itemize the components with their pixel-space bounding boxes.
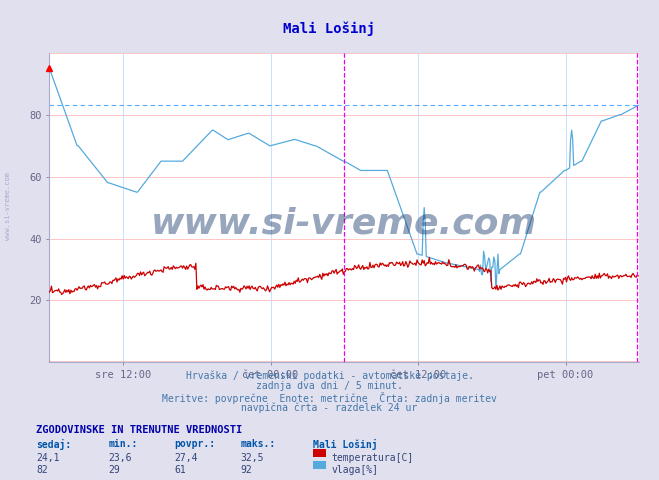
Text: vlaga[%]: vlaga[%] [331,465,378,475]
Text: Mali Lošinj: Mali Lošinj [313,439,378,450]
Text: 61: 61 [175,465,186,475]
Text: sedaj:: sedaj: [36,439,71,450]
Text: 27,4: 27,4 [175,453,198,463]
Text: povpr.:: povpr.: [175,439,215,449]
Text: www.si-vreme.com: www.si-vreme.com [152,206,537,240]
Text: min.:: min.: [109,439,138,449]
Text: 24,1: 24,1 [36,453,60,463]
Text: navpična črta - razdelek 24 ur: navpična črta - razdelek 24 ur [241,402,418,413]
Text: Mali Lošinj: Mali Lošinj [283,22,376,36]
Text: ZGODOVINSKE IN TRENUTNE VREDNOSTI: ZGODOVINSKE IN TRENUTNE VREDNOSTI [36,425,243,435]
Text: zadnja dva dni / 5 minut.: zadnja dva dni / 5 minut. [256,381,403,391]
Text: 23,6: 23,6 [109,453,132,463]
Text: 82: 82 [36,465,48,475]
Text: Meritve: povprečne  Enote: metrične  Črta: zadnja meritev: Meritve: povprečne Enote: metrične Črta:… [162,392,497,404]
Text: Hrvaška / vremenski podatki - avtomatske postaje.: Hrvaška / vremenski podatki - avtomatske… [186,371,473,381]
Text: 32,5: 32,5 [241,453,264,463]
Text: temperatura[C]: temperatura[C] [331,453,414,463]
Text: 29: 29 [109,465,121,475]
Text: maks.:: maks.: [241,439,275,449]
Text: www.si-vreme.com: www.si-vreme.com [5,172,11,240]
Text: 92: 92 [241,465,252,475]
